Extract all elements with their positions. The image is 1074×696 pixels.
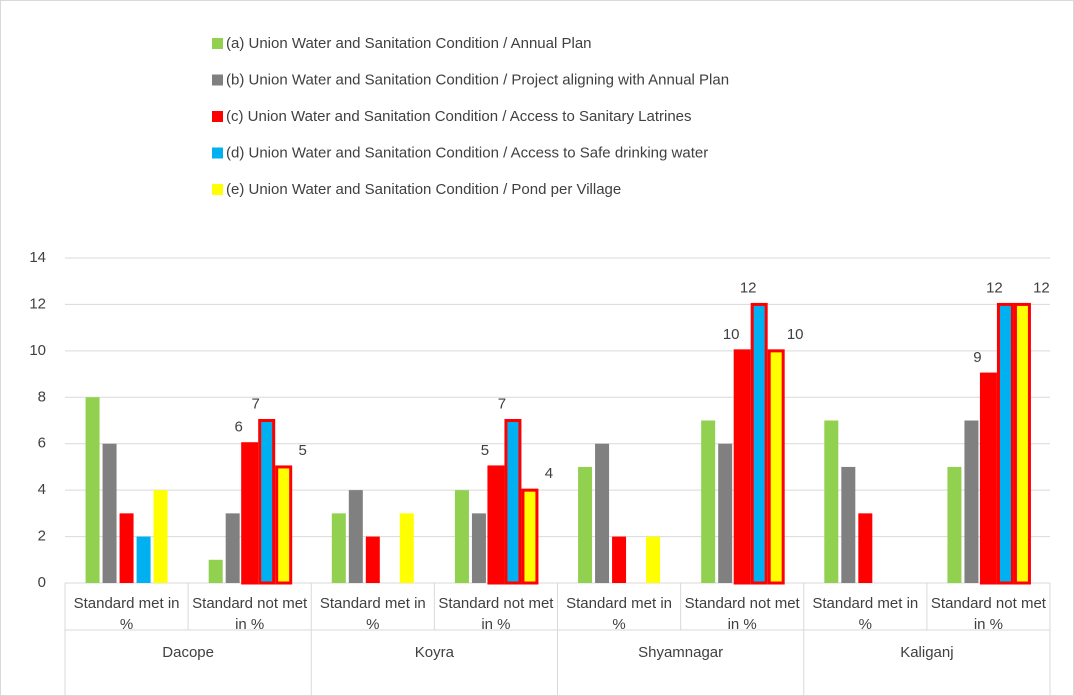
group-label: Shyamnagar	[638, 644, 724, 661]
data-label: 10	[787, 326, 804, 343]
data-label: 7	[252, 395, 260, 412]
bar	[1013, 302, 1031, 585]
bar	[153, 490, 168, 583]
data-label: 4	[545, 465, 553, 482]
bar	[578, 466, 593, 583]
y-tick-label: 4	[38, 481, 46, 498]
bar	[258, 419, 276, 585]
legend-swatch	[212, 147, 223, 159]
y-tick-label: 8	[38, 388, 46, 405]
bar	[947, 466, 962, 583]
bar	[612, 536, 627, 583]
data-label: 12	[740, 279, 757, 296]
y-tick-label: 10	[29, 342, 46, 359]
x-tick-label: Standard met in %	[566, 595, 673, 633]
bar	[208, 559, 223, 583]
data-label: 12	[986, 279, 1003, 296]
legend-swatch	[212, 74, 223, 86]
data-label: 7	[498, 395, 506, 412]
data-label: 5	[481, 442, 489, 459]
legend-label: (e) Union Water and Sanitation Condition…	[226, 181, 621, 198]
bar	[841, 466, 856, 583]
x-tick-label: Standard not met in %	[930, 595, 1046, 633]
data-label: 9	[973, 349, 981, 366]
bar	[718, 443, 733, 583]
bar	[996, 302, 1014, 585]
bar	[487, 465, 505, 585]
legend-swatch	[212, 184, 223, 195]
bar	[331, 513, 346, 583]
bar	[85, 397, 100, 583]
group-label: Dacope	[162, 644, 214, 661]
bar	[365, 536, 380, 583]
bar	[504, 419, 522, 585]
bar	[750, 302, 768, 585]
data-label: 12	[1033, 279, 1050, 296]
legend-label: (d) Union Water and Sanitation Condition…	[226, 144, 708, 161]
x-tick-label: Standard not met in %	[684, 595, 800, 633]
bar	[767, 349, 785, 585]
bar	[964, 420, 979, 583]
y-tick-label: 2	[38, 528, 46, 545]
legend-label: (c) Union Water and Sanitation Condition…	[226, 108, 692, 125]
y-tick-label: 12	[29, 295, 46, 312]
bar	[275, 465, 293, 585]
y-tick-label: 6	[38, 435, 46, 452]
bar	[701, 420, 716, 583]
x-tick-label: Standard met in %	[319, 595, 426, 633]
bar	[521, 488, 539, 585]
bar	[979, 372, 997, 585]
bar	[225, 513, 240, 583]
bar	[595, 443, 610, 583]
bar	[858, 513, 873, 583]
legend-swatch	[212, 38, 223, 49]
y-tick-label: 14	[29, 249, 46, 266]
data-label: 5	[299, 442, 307, 459]
legend-swatch	[212, 111, 223, 122]
x-tick-label: Standard not met in %	[192, 595, 308, 633]
bar	[102, 443, 117, 583]
group-label: Koyra	[414, 644, 454, 661]
legend-label: (b) Union Water and Sanitation Condition…	[226, 71, 729, 88]
bar	[733, 349, 751, 585]
group-label: Kaliganj	[900, 644, 954, 661]
bar	[824, 420, 839, 583]
bar	[454, 490, 469, 583]
x-tick-label: Standard not met in %	[438, 595, 554, 633]
bar	[136, 536, 151, 583]
bar	[646, 536, 661, 583]
legend-label: (a) Union Water and Sanitation Condition…	[226, 35, 592, 52]
bar	[348, 490, 363, 583]
bar	[119, 513, 134, 583]
y-tick-label: 0	[38, 574, 46, 591]
x-tick-label: Standard met in %	[73, 595, 180, 633]
bar	[471, 513, 486, 583]
data-label: 6	[235, 419, 243, 436]
bar	[399, 513, 414, 583]
data-label: 10	[723, 326, 740, 343]
bar	[241, 442, 259, 585]
x-tick-label: Standard met in %	[812, 595, 919, 633]
